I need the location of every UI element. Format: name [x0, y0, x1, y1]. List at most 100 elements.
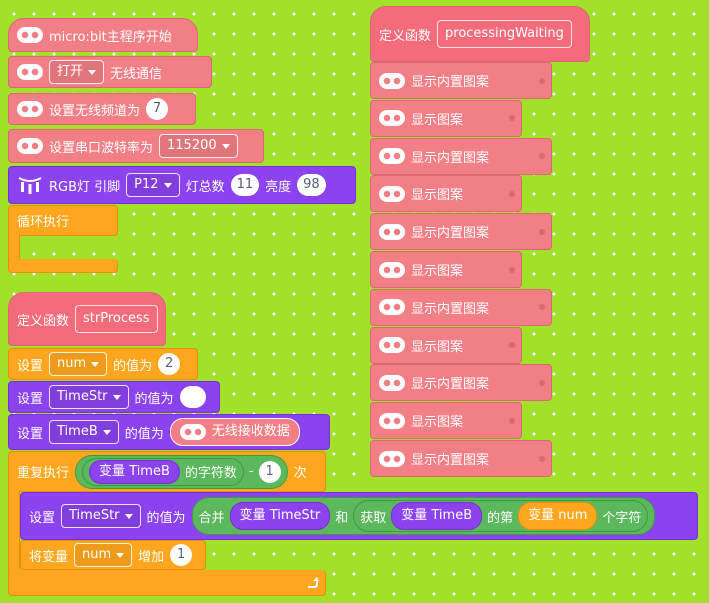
display-block[interactable]: 显示内置图案	[370, 364, 552, 402]
dropdown[interactable]: 打开	[49, 60, 105, 84]
function-name[interactable]: processingWaiting	[437, 20, 572, 48]
icon	[17, 138, 43, 154]
loop-arm	[8, 234, 20, 262]
variable[interactable]: 变量 num	[518, 502, 598, 530]
display-block[interactable]: 显示内置图案	[370, 213, 552, 251]
dropdown[interactable]: TimeB	[49, 420, 119, 444]
reporter[interactable]: 无线接收数据	[169, 418, 300, 446]
input[interactable]: 2	[158, 353, 181, 375]
dropdown[interactable]: TimeStr	[49, 385, 129, 409]
icon	[379, 148, 405, 165]
pattern-field[interactable]	[539, 304, 545, 311]
block-text: 显示内置图案	[411, 75, 490, 90]
display-block[interactable]: 显示内置图案	[370, 62, 552, 99]
loop-block[interactable]: 循环执行	[8, 205, 118, 236]
block-text: 显示内置图案	[411, 301, 490, 317]
block-text: 无线通信	[110, 66, 163, 82]
set-timestr-block[interactable]: 设置 TimeStr 的值为	[8, 381, 220, 413]
pattern-field[interactable]	[509, 342, 515, 349]
icon	[379, 299, 405, 316]
pattern-field[interactable]	[539, 153, 545, 160]
change-block[interactable]: 将变量 num 增加 1	[20, 540, 206, 570]
math-reporter[interactable]: 变量 TimeB 的字符数 -1	[75, 454, 288, 489]
dropdown[interactable]: num	[49, 352, 108, 376]
display-block[interactable]: 显示内置图案	[370, 288, 552, 326]
input[interactable]: 1	[170, 544, 193, 566]
pattern-field[interactable]	[539, 379, 545, 386]
display-block[interactable]: 显示内置图案	[370, 137, 552, 175]
icon	[17, 101, 43, 117]
input[interactable]: 1	[258, 460, 281, 483]
variable[interactable]: 变量 TimeB	[391, 502, 483, 530]
block-text: 显示图案	[411, 112, 464, 128]
set-timeb-block[interactable]: 设置 TimeB 的值为 无线接收数据	[8, 414, 330, 450]
block-text: 的字符数	[184, 466, 237, 481]
define-block[interactable]: 定义函数 strProcess	[8, 292, 166, 346]
block-text: 显示图案	[411, 339, 464, 355]
block-text: 的第	[487, 510, 514, 526]
pattern-field[interactable]	[509, 115, 515, 122]
block-text: 的值为	[113, 358, 153, 374]
block-text: 和	[335, 510, 349, 526]
dropdown[interactable]: P12	[126, 173, 180, 197]
icon	[179, 424, 206, 440]
display-block[interactable]: 显示内置图案	[370, 440, 552, 477]
input[interactable]: 98	[297, 174, 326, 196]
block-text: 的值为	[134, 391, 174, 407]
radio-block[interactable]: 打开 无线通信	[8, 56, 212, 88]
dropdown[interactable]: 115200	[159, 134, 238, 158]
pattern-field[interactable]	[539, 455, 545, 462]
block-text: 显示内置图案	[411, 453, 490, 468]
icon	[379, 450, 405, 467]
loop-bottom	[8, 259, 118, 273]
pattern-field[interactable]	[509, 190, 515, 197]
variable[interactable]: 变量 TimeB	[89, 459, 180, 484]
channel-block[interactable]: 设置无线频道为 7	[8, 93, 196, 125]
display-block[interactable]: 显示图案	[370, 99, 522, 137]
display-block[interactable]: 显示图案	[370, 251, 522, 288]
rgb-block[interactable]: RGB灯 引脚 P12 灯总数 11 亮度 98	[8, 166, 356, 204]
block-text: 设置	[29, 510, 56, 526]
set-join-block[interactable]: 设置 TimeStr 的值为 合并 变量 TimeStr 和 获取 变量 TimeB 的第变…	[20, 492, 698, 540]
letter-reporter[interactable]: 获取 变量 TimeB 的第 变量 num 个字符	[353, 500, 649, 532]
icon	[17, 64, 43, 80]
pattern-field[interactable]	[539, 77, 545, 84]
display-block[interactable]: 显示图案	[370, 402, 522, 440]
join-reporter[interactable]: 合并 变量 TimeStr 和 获取 变量 TimeB 的第 变量 num 个字符	[191, 497, 656, 535]
icon	[379, 185, 405, 202]
display-block[interactable]: 显示图案	[370, 175, 522, 213]
pattern-field[interactable]	[539, 228, 545, 235]
icon	[379, 337, 405, 354]
block-text: 个字符	[602, 510, 642, 526]
loop-arrow	[308, 576, 319, 588]
dropdown[interactable]: TimeStr	[61, 504, 141, 528]
repeat-arm	[8, 490, 20, 572]
variable[interactable]: 变量 TimeStr	[229, 502, 331, 530]
baud-block[interactable]: 设置串口波特率为 115200	[8, 129, 264, 163]
block-text: 设置串口波特率为	[49, 140, 154, 156]
pattern-field[interactable]	[509, 417, 515, 424]
pattern-field[interactable]	[509, 266, 515, 273]
block-text: 灯总数	[185, 179, 225, 195]
input[interactable]	[179, 386, 206, 408]
block-text: 的值为	[146, 510, 186, 526]
dropdown[interactable]: num	[74, 543, 133, 567]
start-block[interactable]: micro:bit主程序开始	[8, 18, 198, 52]
function-name[interactable]: strProcess	[75, 305, 158, 333]
define-block[interactable]: 定义函数 processingWaiting	[370, 6, 590, 62]
length-reporter[interactable]: 变量 TimeB 的字符数	[82, 457, 244, 486]
set-num-block[interactable]: 设置 num 的值为 2	[8, 348, 198, 380]
display-block[interactable]: 显示图案	[370, 326, 522, 364]
input[interactable]: 7	[146, 98, 169, 120]
block-text: 显示图案	[411, 415, 464, 431]
block-text: 显示内置图案	[411, 226, 490, 242]
block-text: 循环执行	[17, 215, 70, 230]
block-text: 设置	[17, 391, 44, 407]
block-text: 获取	[360, 510, 387, 526]
block-text: 重复执行	[17, 466, 70, 481]
block-text: 次	[293, 466, 307, 481]
icon	[18, 177, 42, 194]
repeat-block[interactable]: 重复执行 变量 TimeB 的字符数 -1 次	[8, 451, 326, 492]
input[interactable]: 11	[230, 174, 260, 196]
block-text: micro:bit主程序开始	[49, 29, 172, 45]
